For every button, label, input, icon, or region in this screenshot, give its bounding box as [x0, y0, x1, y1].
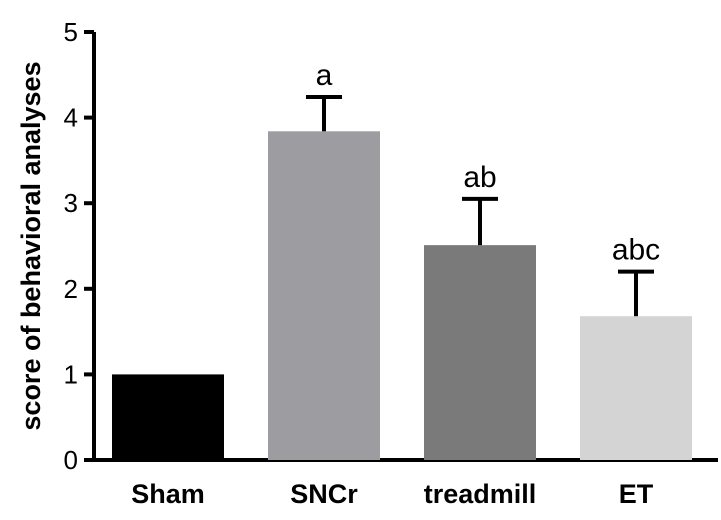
- bar-et: [580, 316, 692, 460]
- x-tick-label: Sham: [131, 479, 205, 509]
- y-tick-label: 1: [64, 359, 78, 389]
- significance-label: ab: [463, 161, 496, 194]
- labels: 0 1 2 3 4 5 Sham a SNCr ab treadmill abc ET: [64, 17, 661, 509]
- bar-sncr: [268, 131, 380, 460]
- y-axis-title: score of behavioral analyses: [16, 61, 46, 430]
- x-tick-label: SNCr: [290, 479, 358, 509]
- y-tick-label: 4: [64, 103, 78, 133]
- y-tick-label: 3: [64, 188, 78, 218]
- bar-treadmill: [424, 245, 536, 460]
- y-tick-label: 2: [64, 274, 78, 304]
- bars: [112, 95, 692, 460]
- x-tick-label: treadmill: [424, 479, 537, 509]
- bar-sham: [112, 374, 224, 460]
- significance-label: a: [316, 59, 333, 92]
- significance-label: abc: [612, 234, 660, 267]
- y-tick-label: 5: [64, 17, 78, 47]
- x-tick-label: ET: [619, 479, 654, 509]
- y-tick-label: 0: [64, 445, 78, 475]
